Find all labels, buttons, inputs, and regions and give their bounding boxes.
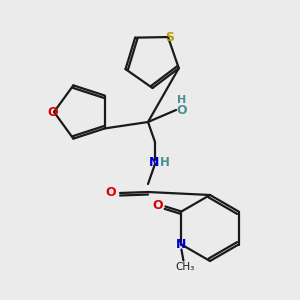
Text: S: S — [166, 31, 175, 44]
Text: CH₃: CH₃ — [176, 262, 195, 272]
Text: H: H — [177, 95, 187, 105]
Text: N: N — [149, 155, 159, 169]
Text: O: O — [177, 104, 187, 118]
Text: O: O — [48, 106, 58, 118]
Text: O: O — [106, 187, 116, 200]
Text: N: N — [176, 238, 187, 251]
Text: H: H — [160, 155, 170, 169]
Text: O: O — [152, 199, 163, 212]
